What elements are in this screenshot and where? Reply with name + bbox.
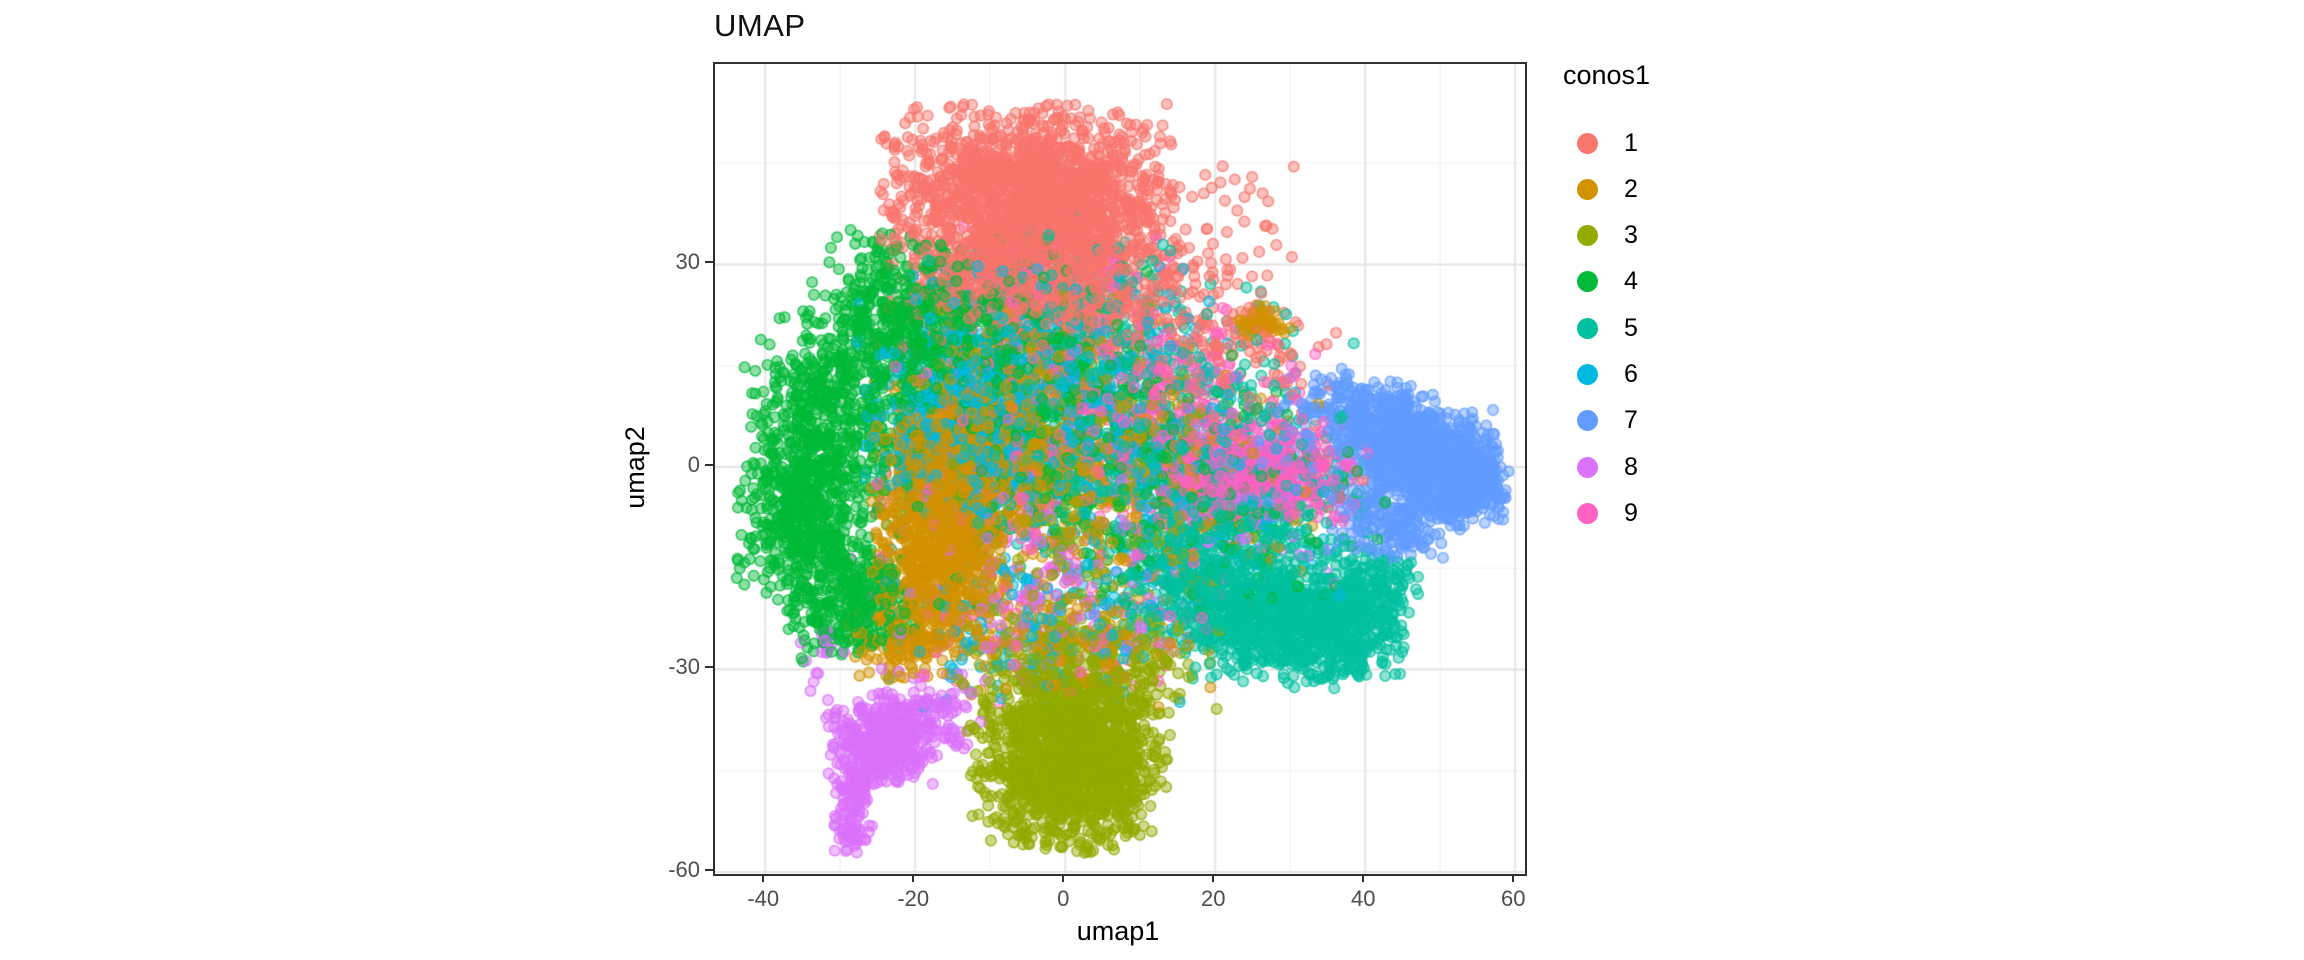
legend-label: 6	[1624, 360, 1638, 388]
legend-item-9: 9	[1563, 490, 1638, 536]
legend-swatch-icon	[1577, 271, 1598, 293]
legend-swatch-icon	[1577, 132, 1598, 154]
legend-item-7: 7	[1563, 398, 1638, 444]
x-tick-mark	[762, 874, 765, 882]
legend-item-4: 4	[1563, 259, 1638, 305]
legend-label: 8	[1624, 452, 1638, 481]
x-axis-title: umap1	[1076, 916, 1160, 946]
legend-swatch-icon	[1577, 364, 1598, 385]
legend-swatch-icon	[1577, 178, 1598, 200]
legend-label: 9	[1624, 498, 1638, 527]
legend-swatch-icon	[1577, 225, 1598, 247]
legend-item-8: 8	[1563, 444, 1638, 490]
x-tick-mark	[1212, 874, 1215, 882]
y-tick-label: 30	[675, 249, 700, 275]
legend-swatch-icon	[1577, 456, 1598, 478]
legend-item-2: 2	[1563, 166, 1638, 212]
y-tick-label: 0	[687, 451, 700, 477]
legend-label: 5	[1624, 313, 1638, 342]
y-tick-label: -30	[668, 654, 700, 680]
x-tick-label: 40	[1351, 886, 1376, 911]
legend-swatch-icon	[1577, 502, 1598, 524]
y-tick-mark	[705, 666, 713, 669]
y-tick-mark	[705, 463, 713, 466]
legend-swatch-icon	[1577, 317, 1598, 339]
legend-title: conos1	[1563, 60, 1651, 90]
legend-label: 1	[1624, 128, 1638, 157]
legend-item-1: 1	[1563, 120, 1638, 166]
legend-label: 3	[1624, 221, 1638, 250]
legend-label: 4	[1624, 267, 1638, 296]
y-tick-mark	[705, 261, 713, 264]
x-tick-label: 0	[1057, 886, 1070, 911]
legend-swatch-icon	[1577, 410, 1598, 432]
plot-title: UMAP	[714, 8, 806, 43]
x-tick-label: -40	[747, 886, 780, 911]
x-tick-label: -20	[897, 886, 930, 911]
legend-item-6: 6	[1563, 352, 1638, 398]
x-tick-label: 20	[1201, 886, 1226, 911]
y-tick-label: -60	[668, 856, 700, 882]
legend-item-3: 3	[1563, 213, 1638, 259]
plot-panel	[713, 62, 1527, 876]
legend-item-5: 5	[1563, 305, 1638, 351]
legend-label: 7	[1624, 406, 1638, 435]
legend-label: 2	[1624, 174, 1638, 203]
scatter-canvas	[715, 64, 1525, 874]
y-tick-mark	[705, 868, 713, 871]
x-tick-mark	[1062, 874, 1065, 882]
x-tick-mark	[912, 874, 915, 882]
legend: conos1 1 2 3 4 5 6 7 8 9	[1563, 60, 1783, 527]
x-tick-mark	[1512, 874, 1515, 882]
x-tick-mark	[1362, 874, 1365, 882]
x-tick-label: 60	[1501, 886, 1526, 911]
